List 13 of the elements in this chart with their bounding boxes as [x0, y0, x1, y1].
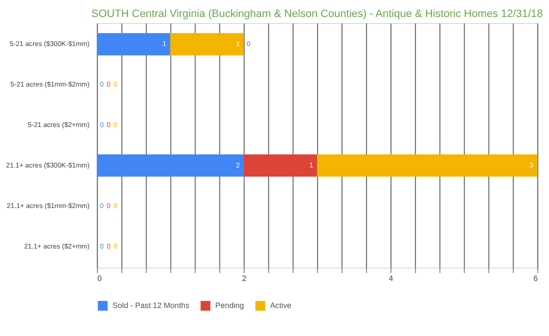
- bar: [170, 33, 244, 56]
- x-tick-label: 6: [533, 274, 538, 283]
- chart-title: SOUTH Central Virginia (Buckingham & Nelson Counties) - Antique & Historic Homes 12/31/18: [91, 8, 543, 20]
- legend-label: Active: [270, 300, 292, 310]
- bar: [317, 154, 538, 177]
- bar: [96, 33, 170, 56]
- x-tick-label: 4: [388, 274, 394, 283]
- legend-label: Pending: [215, 300, 244, 310]
- x-tick-label: 2: [242, 274, 246, 283]
- bar: [244, 154, 318, 177]
- bar: [96, 154, 244, 177]
- legend-label: Sold - Past 12 Months: [112, 300, 190, 310]
- x-tick-label: 0: [97, 274, 102, 283]
